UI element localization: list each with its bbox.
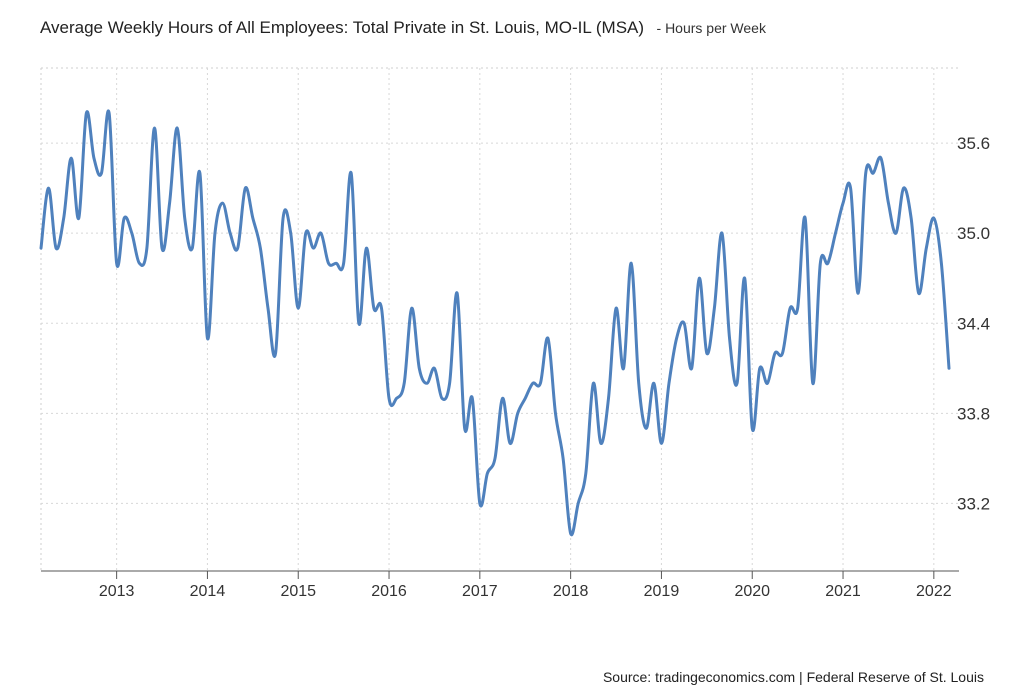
x-tick-label: 2015 (280, 583, 316, 600)
tick-label-layer: 33.2 33.8 34.4 35.0 35.6 2013 2014 2015 2016 2017… (99, 134, 990, 600)
x-tick-label: 2017 (462, 583, 498, 600)
chart-title: Average Weekly Hours of All Employees: T… (40, 18, 645, 37)
series-layer (39, 109, 951, 537)
series-line (39, 109, 951, 537)
y-tick-label: 35.6 (957, 134, 990, 153)
x-tick-label: 2021 (825, 583, 861, 600)
y-tick-label: 34.4 (957, 314, 990, 333)
axis-layer (41, 570, 959, 579)
x-tick-label: 2013 (99, 583, 135, 600)
x-tick-label: 2019 (644, 583, 680, 600)
x-tick-label: 2016 (371, 583, 407, 600)
y-tick-label: 33.2 (957, 494, 990, 513)
y-tick-label: 33.8 (957, 404, 990, 423)
y-tick-label: 35.0 (957, 224, 990, 243)
source-note: Source: tradingeconomics.com | Federal R… (602, 669, 984, 685)
x-tick-label: 2022 (916, 583, 952, 600)
x-tick-label: 2020 (734, 583, 770, 600)
chart-title-row: Average Weekly Hours of All Employees: T… (40, 18, 766, 38)
x-tick-label: 2018 (553, 583, 589, 600)
chart-subtitle: - Hours per Week (656, 20, 766, 36)
x-tick-label: 2014 (190, 583, 226, 600)
